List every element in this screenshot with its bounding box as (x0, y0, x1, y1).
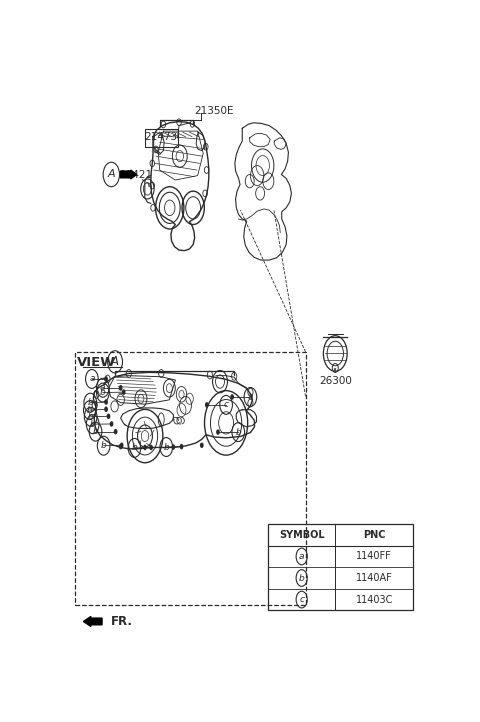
Circle shape (143, 445, 147, 451)
Text: b: b (235, 427, 241, 437)
Circle shape (119, 385, 122, 391)
Text: FR.: FR. (111, 615, 133, 628)
Text: b: b (132, 443, 137, 453)
Text: VIEW: VIEW (77, 357, 116, 370)
Text: 21473: 21473 (144, 132, 178, 142)
Circle shape (119, 444, 122, 449)
Text: b: b (100, 388, 106, 397)
Circle shape (110, 421, 113, 427)
Circle shape (104, 399, 108, 405)
Text: 21350E: 21350E (194, 105, 233, 116)
Bar (145, 129, 178, 147)
Circle shape (216, 430, 220, 435)
Circle shape (180, 444, 183, 449)
Text: 1140AF: 1140AF (356, 573, 393, 583)
Text: a: a (248, 393, 253, 401)
Circle shape (104, 406, 108, 412)
Bar (75, 352, 305, 605)
FancyArrow shape (84, 617, 102, 627)
Text: b: b (90, 419, 96, 429)
Circle shape (205, 402, 209, 408)
Text: b: b (101, 441, 107, 451)
Circle shape (104, 376, 108, 382)
Circle shape (200, 443, 204, 448)
Text: 1140FF: 1140FF (356, 552, 392, 562)
Circle shape (120, 443, 123, 448)
Text: PNC: PNC (363, 530, 385, 540)
Text: c: c (224, 401, 228, 409)
Bar (268, 524, 413, 610)
Text: a: a (100, 383, 106, 392)
Circle shape (107, 414, 110, 419)
Circle shape (171, 444, 175, 450)
Circle shape (122, 389, 126, 395)
Text: b: b (87, 398, 93, 407)
Text: c: c (299, 595, 304, 604)
Text: A: A (111, 355, 119, 368)
Text: a: a (299, 552, 304, 561)
Text: a: a (89, 375, 95, 383)
Text: 11403C: 11403C (356, 594, 393, 604)
Text: b: b (87, 406, 93, 414)
FancyArrow shape (120, 170, 137, 179)
Text: b: b (93, 427, 98, 436)
Circle shape (114, 429, 118, 435)
Text: A: A (108, 170, 115, 180)
Text: b: b (299, 573, 305, 583)
Text: 26300: 26300 (319, 376, 352, 386)
Text: 21421: 21421 (120, 170, 153, 180)
Text: SYMBOL: SYMBOL (279, 530, 324, 540)
Circle shape (230, 394, 234, 400)
Text: b: b (88, 412, 94, 421)
Text: b: b (163, 443, 169, 451)
Circle shape (149, 445, 153, 451)
